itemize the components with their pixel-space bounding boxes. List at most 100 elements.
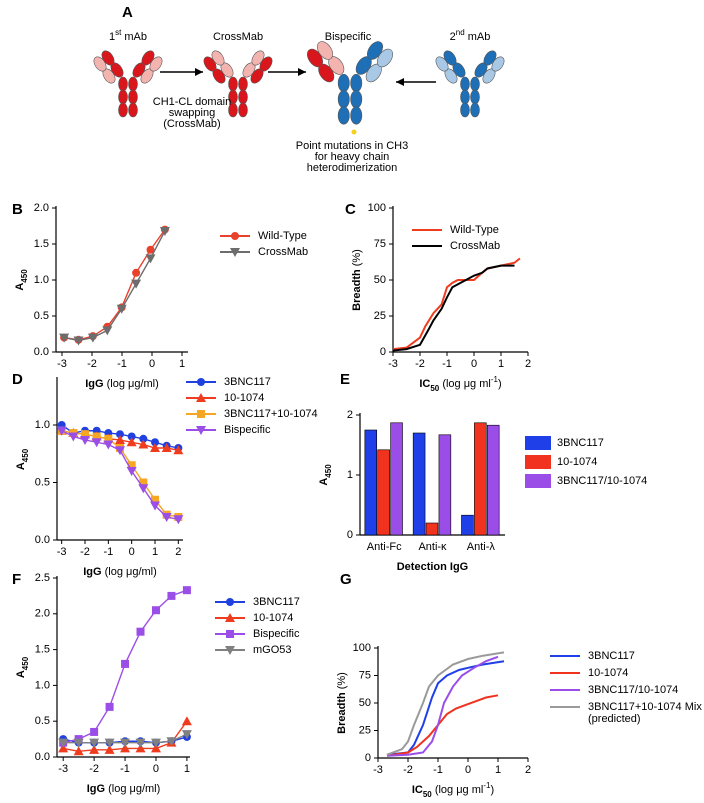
diagram-note: (CrossMab) — [163, 118, 220, 130]
y-tick-label: 0.0 — [34, 346, 49, 358]
marker — [126, 467, 137, 476]
domain-shape — [337, 106, 350, 125]
x-tick-label: Anti-κ — [418, 541, 447, 553]
label-part: -1 — [483, 781, 491, 790]
series-line — [386, 655, 499, 757]
marker — [68, 432, 79, 442]
marker — [196, 426, 206, 435]
legend-label: 3BNC117 — [253, 596, 300, 608]
y-tick-label: 2.5 — [35, 572, 50, 584]
x-tick-label: 1 — [184, 763, 190, 775]
bar — [425, 522, 439, 536]
marker — [90, 727, 99, 736]
domain-shape — [228, 76, 238, 92]
domain-shape — [238, 89, 248, 105]
domain-shape — [460, 76, 470, 92]
label-part: IC — [412, 784, 423, 796]
x-tick-label: -1 — [120, 763, 130, 775]
marker — [58, 743, 69, 753]
marker — [116, 430, 124, 439]
marker — [89, 738, 100, 748]
y-tick-label: 1.5 — [35, 644, 50, 656]
legend-label: 10-1074 — [588, 667, 628, 679]
domain-shape — [118, 89, 128, 105]
domain-shape — [228, 102, 238, 118]
marker — [151, 438, 159, 447]
y-tick-label: 0 — [347, 529, 353, 541]
legend-label: Bispecific — [253, 628, 300, 640]
domain-shape — [435, 56, 449, 72]
marker — [139, 434, 148, 443]
legend-label: 3BNC117 — [588, 650, 635, 662]
marker — [56, 426, 67, 436]
label-part: st — [115, 28, 122, 37]
y-tick-label: 0.5 — [35, 476, 50, 488]
legend-swatch — [525, 436, 551, 450]
x-tick-label: 2 — [525, 764, 531, 776]
marker — [196, 393, 206, 402]
domain-shape — [118, 102, 128, 118]
marker — [127, 461, 136, 470]
series-line — [392, 257, 521, 351]
label-part: Breadth — [336, 692, 348, 734]
marker — [58, 738, 69, 748]
domain-shape — [350, 73, 363, 93]
marker — [150, 501, 160, 511]
y-axis-label: A450 — [14, 269, 29, 291]
y-tick-label: 2.0 — [34, 202, 49, 214]
domain-shape — [118, 76, 128, 92]
marker — [126, 437, 137, 447]
label-part: 450 — [21, 656, 30, 670]
y-tick-label: 100 — [353, 642, 371, 654]
y-tick-label: 50 — [374, 274, 386, 286]
marker — [73, 746, 84, 756]
bar — [461, 514, 474, 536]
x-tick-label: 1 — [495, 764, 501, 776]
marker — [138, 439, 149, 449]
label-part: (log μg/ml) — [105, 783, 160, 795]
marker — [167, 591, 176, 600]
marker — [161, 443, 172, 452]
label-part: mAb — [465, 31, 491, 43]
label-part: 450 — [20, 269, 29, 283]
label-part: IgG — [87, 783, 105, 795]
label-part: 450 — [21, 448, 30, 462]
domain-shape — [203, 56, 217, 72]
x-tick-label: -2 — [87, 358, 97, 370]
marker — [145, 254, 156, 264]
x-tick-label: 0 — [129, 546, 135, 558]
panel-letter: A — [122, 4, 133, 21]
domain-shape — [470, 76, 480, 92]
y-tick-label: 25 — [374, 310, 386, 322]
x-tick-label: -1 — [442, 358, 452, 370]
marker — [135, 738, 146, 748]
marker — [150, 743, 161, 753]
label-part: IC — [419, 378, 430, 390]
marker — [181, 716, 192, 726]
domain-shape — [460, 89, 470, 105]
marker — [116, 304, 127, 314]
x-tick-label: 1 — [498, 358, 504, 370]
marker — [104, 434, 113, 443]
legend-note: (predicted) — [588, 713, 641, 725]
x-tick-label: 0 — [465, 764, 471, 776]
marker — [104, 738, 115, 748]
y-tick-label: 1.5 — [34, 238, 49, 250]
marker — [131, 279, 142, 289]
series-line — [392, 264, 515, 352]
marker — [105, 702, 114, 711]
x-tick-label: -1 — [433, 764, 443, 776]
y-tick-label: 0 — [380, 346, 386, 358]
legend-label: 10-1074 — [557, 456, 597, 468]
marker — [92, 432, 101, 441]
legend-label: mGO53 — [253, 644, 292, 656]
y-axis-label: A450 — [15, 448, 30, 470]
y-tick-label: 25 — [359, 724, 371, 736]
domain-shape — [259, 56, 273, 72]
x-tick-label: 2 — [175, 546, 181, 558]
marker — [135, 743, 146, 753]
x-tick-label: -2 — [80, 546, 90, 558]
domain-shape — [238, 76, 248, 92]
legend-label: Wild-Type — [258, 230, 307, 242]
